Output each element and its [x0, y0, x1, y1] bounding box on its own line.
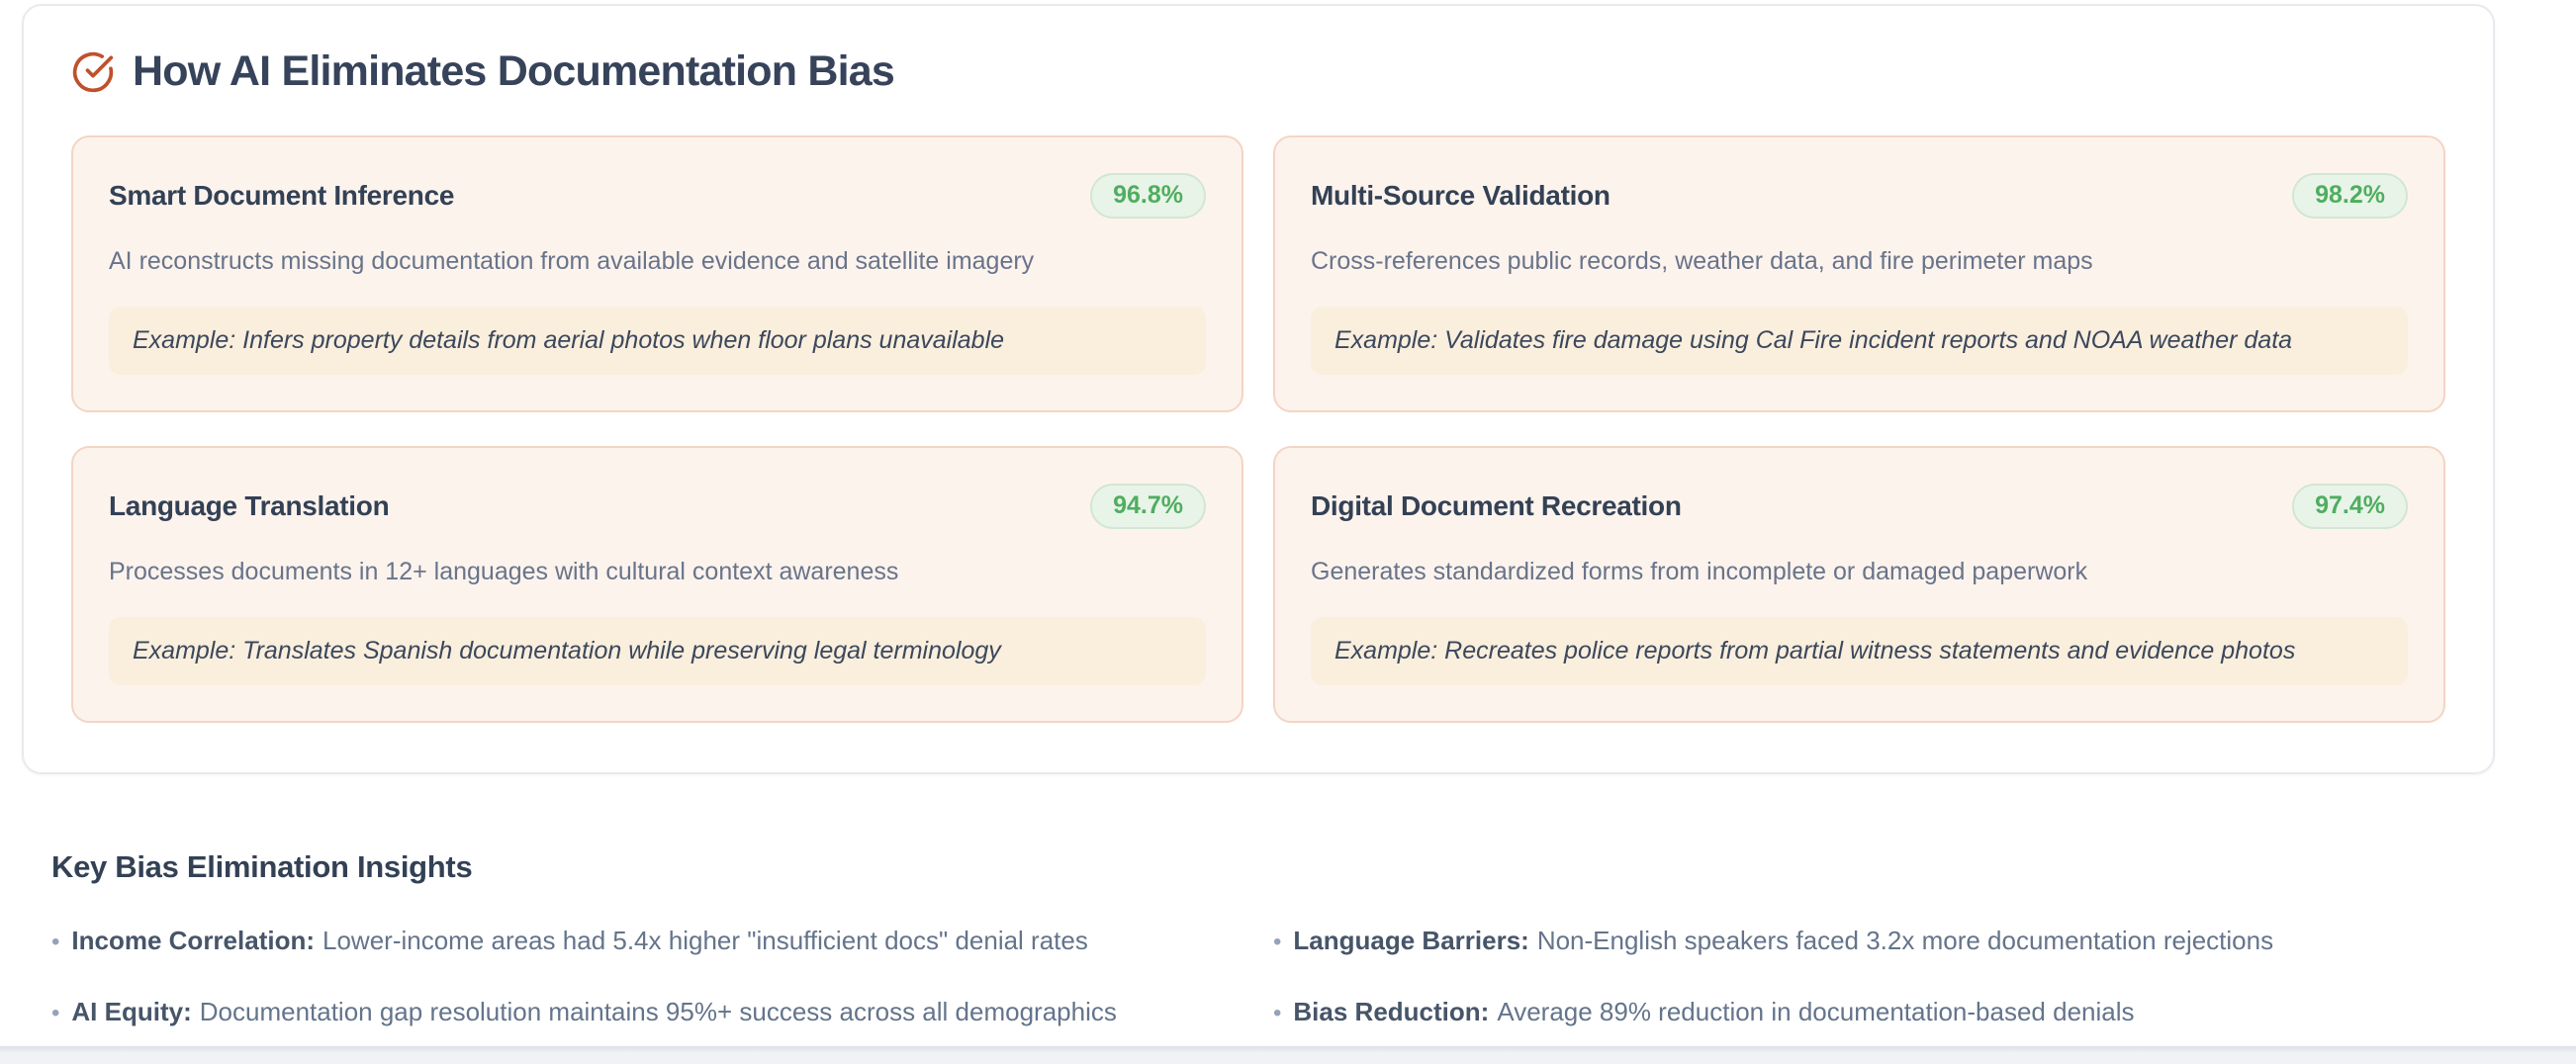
feature-card-language-translation: Language Translation 94.7% Processes doc…	[71, 446, 1243, 723]
insight-text: Documentation gap resolution maintains 9…	[199, 996, 1117, 1026]
feature-card-digital-document-recreation: Digital Document Recreation 97.4% Genera…	[1273, 446, 2445, 723]
accuracy-badge: 98.2%	[2292, 173, 2408, 219]
example-box: Example: Infers property details from ae…	[109, 306, 1206, 375]
feature-card-multi-source-validation: Multi-Source Validation 98.2% Cross-refe…	[1273, 135, 2445, 412]
example-text: Example: Infers property details from ae…	[133, 325, 1005, 354]
card-header: Smart Document Inference 96.8%	[109, 173, 1206, 219]
insight-text: Average 89% reduction in documentation-b…	[1497, 996, 2135, 1026]
card-description: AI reconstructs missing documentation fr…	[109, 246, 1035, 275]
example-box: Example: Recreates police reports from p…	[1311, 616, 2408, 685]
accuracy-badge: 97.4%	[2292, 484, 2408, 529]
card-header: Digital Document Recreation 97.4%	[1311, 484, 2408, 529]
example-box: Example: Translates Spanish documentatio…	[109, 616, 1206, 685]
example-text: Example: Translates Spanish documentatio…	[133, 636, 1001, 665]
card-description: Cross-references public records, weather…	[1311, 246, 2093, 275]
example-text: Example: Validates fire damage using Cal…	[1334, 325, 2293, 354]
insight-text: Lower-income areas had 5.4x higher "insu…	[322, 926, 1088, 955]
insights-heading: Key Bias Elimination Insights	[51, 849, 473, 884]
card-title: Language Translation	[109, 489, 390, 521]
bullet-icon: •	[1273, 999, 1282, 1026]
insight-item-bias-reduction: • Bias Reduction: Average 89% reduction in…	[1273, 996, 2493, 1029]
insight-label: Income Correlation:	[71, 926, 315, 955]
bullet-icon: •	[51, 999, 60, 1026]
insights-section: Key Bias Elimination Insights • Income Co…	[51, 849, 2493, 1029]
page-bottom-strip	[0, 1046, 2576, 1064]
bullet-icon: •	[51, 929, 60, 955]
feature-cards-grid: Smart Document Inference 96.8% AI recons…	[71, 135, 2445, 723]
insights-grid: • Income Correlation: Lower-income areas h…	[51, 925, 2493, 1029]
card-title: Smart Document Inference	[109, 179, 455, 211]
feature-card-smart-document-inference: Smart Document Inference 96.8% AI recons…	[71, 135, 1243, 412]
accuracy-badge: 94.7%	[1090, 484, 1206, 529]
insight-label: Language Barriers:	[1293, 926, 1529, 955]
card-header: Multi-Source Validation 98.2%	[1311, 173, 2408, 219]
insight-label: AI Equity:	[71, 996, 192, 1026]
insight-item-income-correlation: • Income Correlation: Lower-income areas h…	[51, 925, 1273, 958]
bullet-icon: •	[1273, 929, 1282, 955]
page-title: How AI Eliminates Documentation Bias	[133, 47, 895, 95]
card-header: Language Translation 94.7%	[109, 484, 1206, 529]
card-description: Processes documents in 12+ languages wit…	[109, 557, 899, 585]
card-title: Digital Document Recreation	[1311, 489, 1682, 521]
example-box: Example: Validates fire damage using Cal…	[1311, 306, 2408, 375]
insight-label: Bias Reduction:	[1293, 996, 1490, 1026]
accuracy-badge: 96.8%	[1090, 173, 1206, 219]
panel-title-row: How AI Eliminates Documentation Bias	[71, 47, 2445, 96]
insight-item-language-barriers: • Language Barriers: Non-English speakers …	[1273, 925, 2493, 958]
check-circle-icon	[71, 50, 115, 94]
card-description: Generates standardized forms from incomp…	[1311, 557, 2088, 585]
example-text: Example: Recreates police reports from p…	[1334, 636, 2296, 665]
card-title: Multi-Source Validation	[1311, 179, 1610, 211]
insight-item-ai-equity: • AI Equity: Documentation gap resolution …	[51, 996, 1273, 1029]
ai-bias-panel: How AI Eliminates Documentation Bias Sma…	[22, 4, 2495, 774]
insight-text: Non-English speakers faced 3.2x more doc…	[1536, 926, 2274, 955]
